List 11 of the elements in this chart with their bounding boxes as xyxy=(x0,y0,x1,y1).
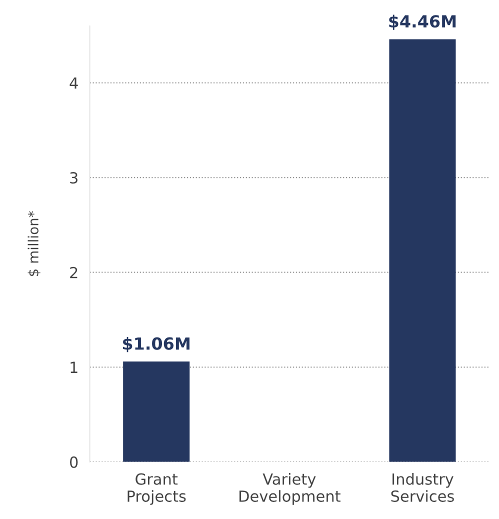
y-tick-label: 4 xyxy=(70,77,78,89)
data-label: $1.06M xyxy=(123,336,190,352)
y-tick-label: 2 xyxy=(70,266,78,278)
y-axis-title: $ million* xyxy=(28,211,40,276)
y-tick-label: 0 xyxy=(70,456,78,468)
x-tick-label: Industry Services xyxy=(391,473,454,502)
data-label: $4.46M xyxy=(389,14,456,30)
x-tick-label: Variety Development xyxy=(239,473,340,505)
y-tick-label: 1 xyxy=(70,362,78,373)
y-tick-label: 3 xyxy=(70,172,78,184)
x-tick-label: Grant Projects xyxy=(128,473,186,505)
